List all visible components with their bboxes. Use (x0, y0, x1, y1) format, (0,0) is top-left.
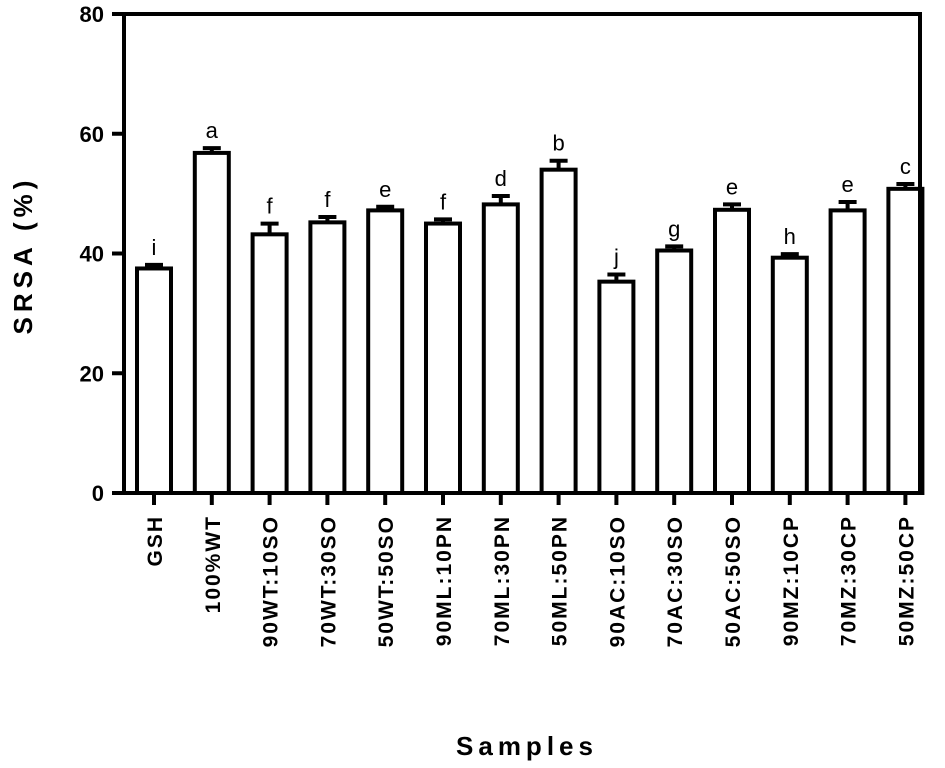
significance-letter: h (784, 224, 796, 249)
x-tick-label: 90WT:10SO (260, 515, 283, 647)
significance-letter: e (841, 172, 853, 197)
significance-letter: f (324, 187, 331, 212)
bar (192, 150, 231, 495)
x-axis-ticks: GSH 100%WT 90WT:10SO 70WT:30SO 50WT:50SO 90ML… (144, 493, 918, 647)
x-tick-label: GSH (144, 515, 167, 567)
bar (770, 255, 809, 495)
bar (713, 207, 751, 495)
x-tick-label: 90AC:10SO (606, 515, 629, 647)
x-tick-label: 90ML:10PN (433, 515, 456, 646)
error-bars (145, 146, 915, 282)
y-tick-label: 60 (80, 122, 104, 147)
significance-letter: a (206, 118, 219, 143)
bar (655, 248, 694, 495)
bar (539, 167, 578, 496)
bars (135, 150, 925, 496)
x-tick-label: 90MZ:10CP (780, 515, 803, 646)
significance-letters: i a f f e f d b j g e h e c (152, 118, 911, 269)
x-tick-label: 50MZ:50CP (895, 515, 918, 646)
y-tick-label: 80 (80, 2, 104, 27)
x-tick-label: 50AC:50SO (722, 515, 745, 647)
significance-letter: b (552, 131, 564, 156)
x-tick-label: 70ML:30PN (491, 515, 514, 646)
x-tick-label: 70WT:30SO (317, 515, 340, 647)
x-tick-label: 50WT:50SO (375, 515, 398, 647)
y-axis-title: SRSA (%) (8, 176, 38, 335)
bar (250, 232, 289, 495)
significance-letter: i (152, 235, 157, 260)
y-tick-label: 40 (80, 242, 104, 267)
x-tick-label: 100%WT (202, 515, 225, 613)
y-tick-label: 0 (92, 481, 104, 506)
x-tick-label: 70MZ:30CP (838, 515, 861, 646)
y-tick-label: 20 (80, 361, 104, 386)
bar (886, 186, 925, 496)
significance-letter: j (613, 244, 619, 269)
significance-letter: d (495, 166, 507, 191)
y-axis-ticks: 0 20 40 60 80 (80, 2, 124, 506)
bar (597, 279, 636, 495)
x-tick-label: 50ML:50PN (549, 515, 572, 646)
x-axis-title: Samples (456, 731, 598, 761)
significance-letter: c (900, 154, 911, 179)
significance-letter: f (267, 194, 274, 219)
bar (366, 208, 405, 495)
bar (828, 208, 867, 495)
bar (424, 221, 462, 495)
bar (308, 220, 347, 496)
bar (135, 266, 173, 495)
bar (481, 202, 520, 495)
significance-letter: g (668, 216, 680, 241)
significance-letter: e (726, 174, 738, 199)
significance-letter: f (440, 189, 447, 214)
significance-letter: e (379, 177, 391, 202)
x-tick-label: 70AC:30SO (664, 515, 687, 647)
